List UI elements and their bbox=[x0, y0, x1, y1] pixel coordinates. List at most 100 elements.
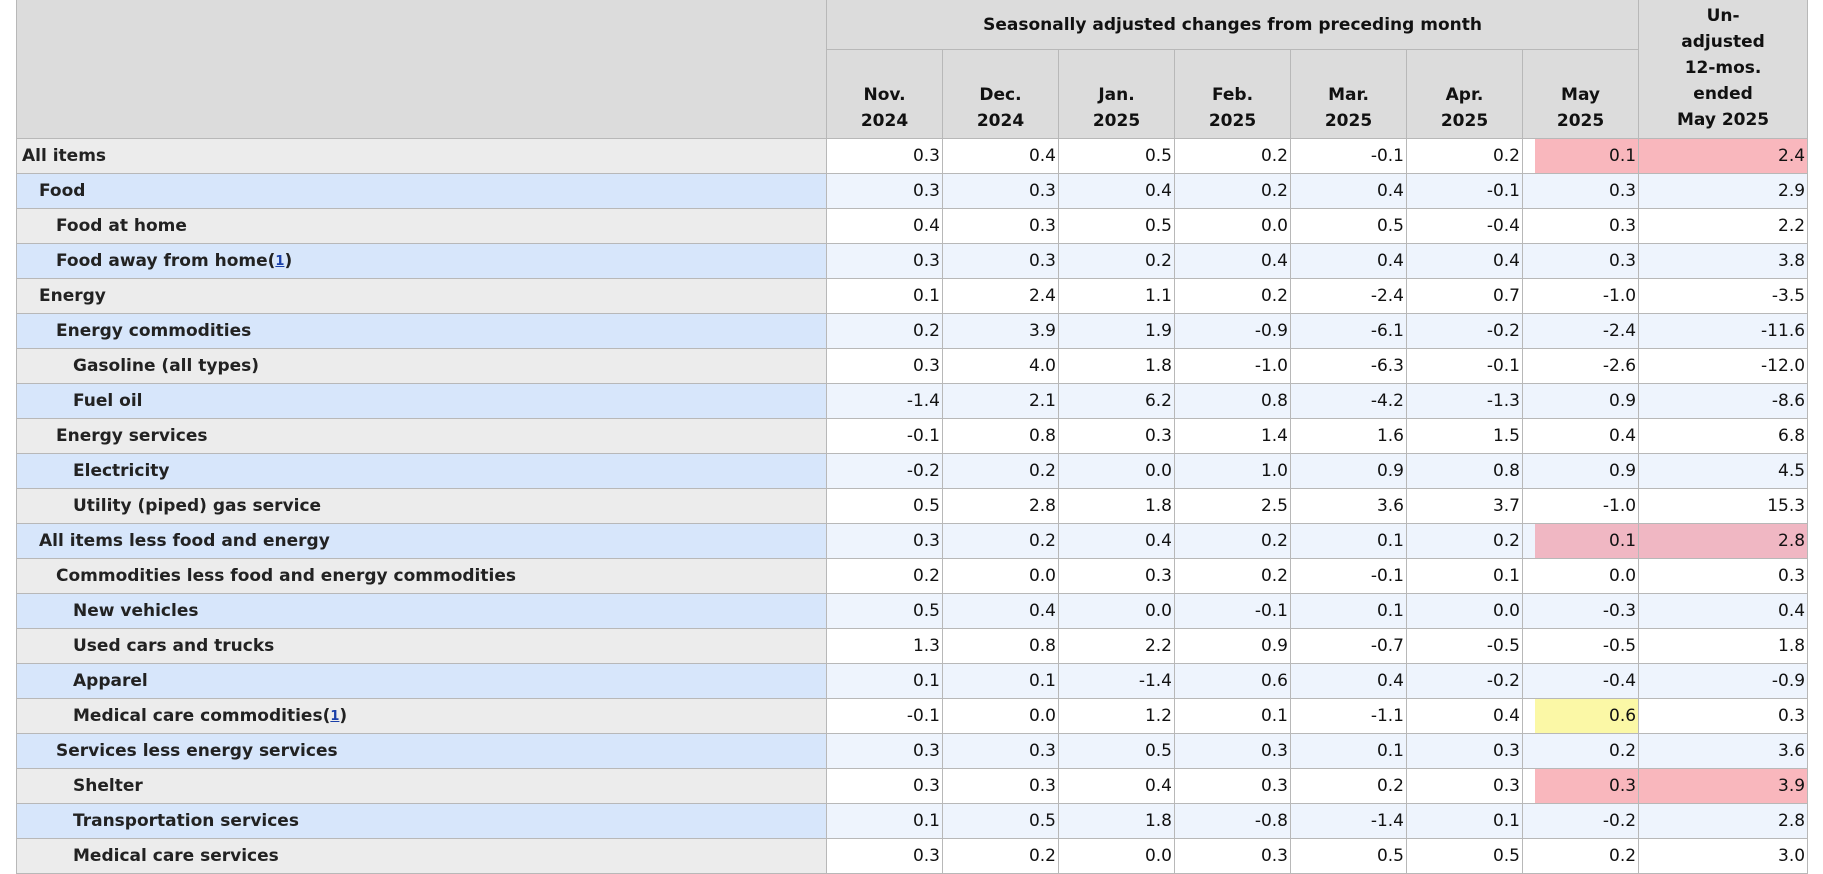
cell-monthly-change: 0.2 bbox=[1174, 278, 1291, 314]
cell-monthly-change: 0.2 bbox=[1290, 768, 1407, 804]
cell-monthly-change: 0.5 bbox=[1290, 208, 1407, 244]
cell-monthly-change: 0.2 bbox=[826, 558, 943, 594]
table-body: All items 0.3 0.4 0.5 0.2 -0.1 0.2 0.1 2.4 Food 0.… bbox=[16, 138, 1809, 874]
month-year: 2024 bbox=[976, 111, 1025, 131]
cell-monthly-change: 0.5 bbox=[1058, 208, 1175, 244]
cell-monthly-change: 0.1 bbox=[1406, 558, 1523, 594]
row-label-text: Utility (piped) gas service bbox=[73, 496, 322, 516]
header-last-line: ended bbox=[1693, 84, 1753, 104]
cell-12mo-change: -8.6 bbox=[1638, 383, 1809, 419]
cell-monthly-change: 0.4 bbox=[1406, 698, 1523, 734]
cell-monthly-change: 1.0 bbox=[1174, 453, 1291, 489]
month-name: May bbox=[1561, 85, 1600, 105]
table-row: Utility (piped) gas service 0.5 2.8 1.8 2.5 3… bbox=[16, 488, 1809, 524]
cell-monthly-change: 0.6 bbox=[1174, 663, 1291, 699]
cell-12mo-change: 2.9 bbox=[1638, 173, 1809, 209]
row-label: Gasoline (all types) bbox=[16, 348, 827, 384]
cell-monthly-change: 1.9 bbox=[1058, 313, 1175, 349]
cell-monthly-change: 0.3 bbox=[826, 768, 943, 804]
cell-monthly-change: 0.3 bbox=[826, 733, 943, 769]
cell-monthly-change: 0.0 bbox=[942, 558, 1059, 594]
cell-monthly-change: 0.8 bbox=[1174, 383, 1291, 419]
table-row: Food at home 0.4 0.3 0.5 0.0 0.5 -0.4 0.3 2.2 bbox=[16, 208, 1809, 244]
cell-12mo-change: 1.8 bbox=[1638, 628, 1809, 664]
cell-monthly-change: 0.5 bbox=[942, 803, 1059, 839]
cell-monthly-change: 0.0 bbox=[1058, 593, 1175, 629]
table-row: Energy commodities 0.2 3.9 1.9 -0.9 -6.1 -0.2-… bbox=[16, 313, 1809, 349]
cell-monthly-change: 0.2 bbox=[826, 313, 943, 349]
table-row: Medical care services 0.3 0.2 0.0 0.3 0.5 0.5 0… bbox=[16, 838, 1809, 874]
cell-monthly-change: -2.6 bbox=[1522, 348, 1640, 384]
cell-monthly-change: 0.2 bbox=[1174, 558, 1291, 594]
cell-monthly-change: 0.3 bbox=[1406, 733, 1523, 769]
footnote-paren: ( bbox=[322, 706, 331, 726]
cell-monthly-change: 0.3 bbox=[1406, 768, 1523, 804]
row-label: Food at home bbox=[16, 208, 827, 244]
cell-monthly-change: 0.3 bbox=[1174, 838, 1291, 874]
month-name: Jan. bbox=[1098, 85, 1135, 105]
cell-12mo-change: 3.8 bbox=[1638, 243, 1809, 279]
cell-monthly-change: 1.8 bbox=[1058, 348, 1175, 384]
cell-12mo-change: 0.3 bbox=[1638, 558, 1809, 594]
cell-12mo-change: 2.4 bbox=[1638, 138, 1809, 174]
cell-monthly-change: 0.1 bbox=[826, 663, 943, 699]
month-name: Nov. bbox=[863, 85, 906, 105]
row-label-text: All items less food and energy bbox=[39, 531, 330, 551]
cell-12mo-change: 3.9 bbox=[1638, 768, 1809, 804]
cell-monthly-change: 0.9 bbox=[1522, 383, 1640, 419]
header-month: Jan. 2025 bbox=[1058, 49, 1175, 139]
footnote-link[interactable]: 1 bbox=[275, 254, 285, 269]
row-label-text: Food at home bbox=[56, 216, 187, 236]
row-label: Commodities less food and energy commodi… bbox=[16, 558, 827, 594]
table-row: Fuel oil -1.4 2.1 6.2 0.8 -4.2 -1.3 0.9 -8.6 bbox=[16, 383, 1809, 419]
row-label-text: Shelter bbox=[73, 776, 143, 796]
cell-monthly-change: 0.2 bbox=[942, 453, 1059, 489]
cell-monthly-change: 0.2 bbox=[942, 838, 1059, 874]
cell-monthly-change: 0.8 bbox=[1406, 453, 1523, 489]
month-year: 2024 bbox=[860, 111, 909, 131]
cell-monthly-change: 0.3 bbox=[942, 173, 1059, 209]
row-label-text: Commodities less food and energy commodi… bbox=[56, 566, 516, 586]
row-label: Energy bbox=[16, 278, 827, 314]
cell-monthly-change: -0.3 bbox=[1522, 593, 1640, 629]
table-row: Transportation services 0.1 0.5 1.8 -0.8 -1.4… bbox=[16, 803, 1809, 839]
cell-12mo-change: 3.0 bbox=[1638, 838, 1809, 874]
cell-monthly-change: 0.3 bbox=[1522, 173, 1640, 209]
row-label: Medical care commodities(1) bbox=[16, 698, 827, 734]
cell-monthly-change: 0.5 bbox=[1406, 838, 1523, 874]
month-year: 2025 bbox=[1208, 111, 1257, 131]
row-label: Electricity bbox=[16, 453, 827, 489]
cell-monthly-change: -1.0 bbox=[1522, 488, 1640, 524]
row-label: Apparel bbox=[16, 663, 827, 699]
footnote-link[interactable]: 1 bbox=[330, 709, 340, 724]
cell-monthly-change: -2.4 bbox=[1522, 313, 1640, 349]
cell-monthly-change: 0.1 bbox=[826, 278, 943, 314]
cell-monthly-change: -1.4 bbox=[1058, 663, 1175, 699]
footnote-paren: ) bbox=[284, 251, 293, 271]
cell-monthly-change: 0.3 bbox=[1174, 733, 1291, 769]
cell-monthly-change: 0.3 bbox=[826, 173, 943, 209]
table-row: All items 0.3 0.4 0.5 0.2 -0.1 0.2 0.1 2.4 bbox=[16, 138, 1809, 174]
cell-monthly-change: -0.8 bbox=[1174, 803, 1291, 839]
cell-monthly-change: -6.3 bbox=[1290, 348, 1407, 384]
cell-monthly-change: 6.2 bbox=[1058, 383, 1175, 419]
cell-monthly-change: -1.0 bbox=[1522, 278, 1640, 314]
cell-monthly-change: 0.4 bbox=[1290, 173, 1407, 209]
cell-monthly-change: 0.4 bbox=[1058, 768, 1175, 804]
table-row: Gasoline (all types) 0.3 4.0 1.8 -1.0 -6.3 -0.… bbox=[16, 348, 1809, 384]
cell-monthly-change: 0.3 bbox=[1522, 243, 1640, 279]
cpi-table: Seasonally adjusted changes from precedi… bbox=[16, 0, 1809, 874]
cell-monthly-change: 0.1 bbox=[1290, 733, 1407, 769]
cell-monthly-change: 0.2 bbox=[1174, 173, 1291, 209]
cell-monthly-change: -2.4 bbox=[1290, 278, 1407, 314]
table-row: Shelter 0.3 0.3 0.4 0.3 0.2 0.3 0.3 3.9 bbox=[16, 768, 1809, 804]
row-label-text: Energy commodities bbox=[56, 321, 252, 341]
header-group-title: Seasonally adjusted changes from precedi… bbox=[825, 0, 1640, 50]
cell-monthly-change: 0.4 bbox=[826, 208, 943, 244]
cell-monthly-change: 0.3 bbox=[826, 523, 943, 559]
row-label-text: Electricity bbox=[73, 461, 170, 481]
cell-monthly-change: 2.1 bbox=[942, 383, 1059, 419]
cell-monthly-change: 0.1 bbox=[826, 803, 943, 839]
cpi-table-container: Seasonally adjusted changes from precedi… bbox=[16, 0, 1809, 874]
cell-monthly-change: 0.5 bbox=[1290, 838, 1407, 874]
